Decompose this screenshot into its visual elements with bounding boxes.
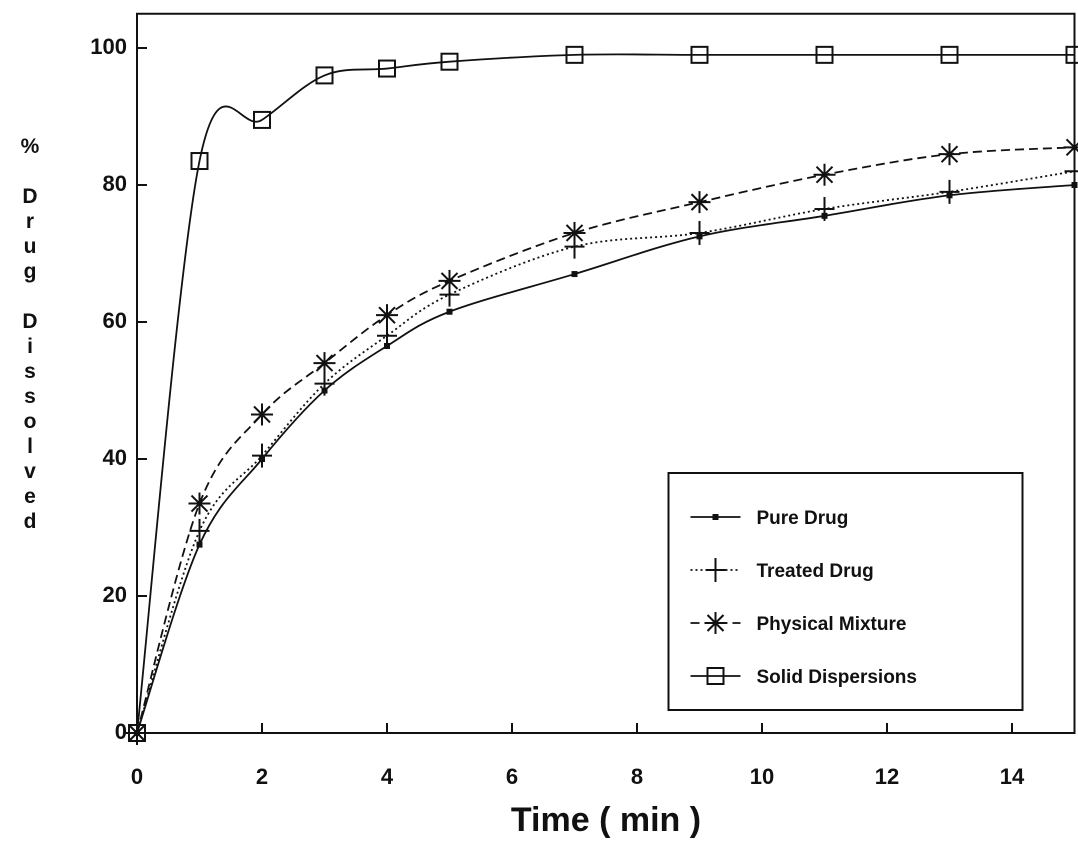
marker [705,558,726,582]
marker-stroke [190,494,209,513]
marker-square [190,152,209,171]
marker [563,221,586,244]
marker-square [815,45,834,64]
marker-stroke [706,614,725,632]
marker [188,492,211,515]
marker-stroke [565,224,584,242]
marker [815,45,834,64]
marker-stroke [253,405,271,424]
marker-square [565,45,584,64]
legend-label: Physical Mixture [757,614,907,635]
y-tick-label: 0 [115,719,127,744]
marker-stroke [940,145,959,163]
marker-square [315,66,334,85]
y-tick-label: 100 [90,34,127,59]
marker [688,191,711,214]
series-line [136,170,1075,734]
marker [814,196,835,221]
marker [565,45,584,64]
marker-dot [712,514,719,520]
marker [446,308,453,315]
marker-square [706,667,725,685]
marker [189,518,210,543]
marker-dot [196,541,203,548]
x-axis-label: Time ( min ) [511,801,701,839]
marker [712,514,719,520]
x-tick-label: 10 [750,764,774,789]
marker [253,110,271,129]
marker-square [253,110,271,129]
marker [1064,159,1078,184]
legend-label: Pure Drug [757,508,849,529]
marker [128,724,146,742]
marker [813,163,836,186]
marker-stroke [315,354,334,372]
x-tick-label: 12 [875,764,899,789]
marker-dot [1071,182,1078,188]
marker [378,59,396,78]
marker-square [378,59,396,78]
marker [940,45,959,64]
marker [1071,182,1078,188]
x-tick-label: 0 [131,764,143,789]
marker-stroke [690,193,709,211]
marker-square [690,45,709,64]
legend-label: Solid Dispersions [757,667,917,688]
marker-square [128,724,146,742]
marker [704,612,727,634]
marker [440,52,459,71]
marker [252,443,272,468]
marker-stroke [1065,142,1078,157]
marker [939,179,960,204]
marker-square [940,45,959,64]
marker-stroke [378,306,396,324]
marker [1065,45,1078,64]
marker-stroke [815,166,834,184]
marker [196,541,203,548]
marker [690,45,709,64]
marker [1063,136,1078,159]
x-tick-label: 8 [631,764,643,789]
x-tick-label: 2 [256,764,268,789]
x-tick-label: 14 [1000,764,1025,789]
marker [377,323,397,348]
marker [376,304,398,327]
legend-box [667,472,1024,711]
marker [190,152,209,171]
marker [571,271,578,278]
series-line [136,53,1075,734]
marker-dot [446,308,453,315]
marker [689,220,710,245]
y-tick-label: 80 [103,171,127,196]
marker-square [1065,45,1078,64]
marker-stroke [440,272,459,290]
x-tick-label: 4 [381,764,394,789]
y-tick-label: 40 [103,445,127,470]
marker [313,352,336,375]
marker [438,269,461,292]
y-tick-label: 60 [103,308,127,333]
marker [251,403,273,426]
plot-frame [136,12,1076,734]
marker [706,667,725,685]
y-axis-label: % Drug Dissolved [19,135,42,535]
y-tick-label: 20 [103,582,127,607]
marker-dot [571,271,578,278]
marker [315,66,334,85]
legend-label: Treated Drug [757,561,874,582]
x-tick-label: 6 [506,764,518,789]
series-line [136,184,1075,734]
marker-square [440,52,459,71]
marker [938,143,961,166]
marker [314,371,335,396]
series-line [136,146,1075,734]
